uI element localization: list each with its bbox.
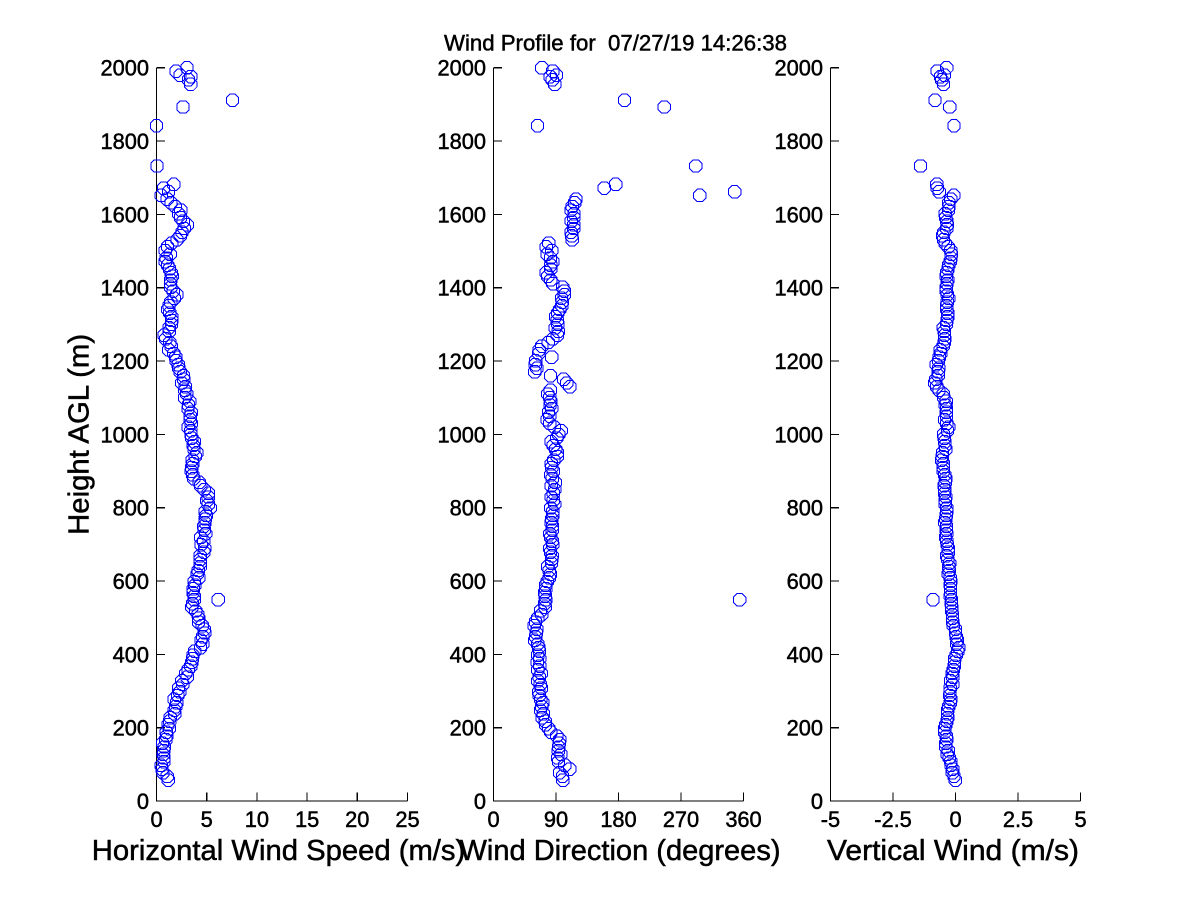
svg-text:1600: 1600 (101, 202, 150, 227)
svg-text:5: 5 (1074, 807, 1086, 832)
svg-text:15: 15 (295, 807, 319, 832)
svg-text:-5: -5 (821, 807, 840, 832)
svg-text:Wind Direction (degrees): Wind Direction (degrees) (460, 835, 781, 867)
svg-text:600: 600 (450, 569, 486, 594)
svg-text:25: 25 (395, 807, 419, 832)
svg-text:0: 0 (137, 789, 149, 814)
svg-text:1600: 1600 (775, 202, 824, 227)
svg-text:2000: 2000 (438, 56, 487, 81)
svg-text:400: 400 (113, 642, 149, 667)
svg-text:800: 800 (113, 496, 149, 521)
svg-text:5: 5 (201, 807, 213, 832)
svg-text:Height AGL (m): Height AGL (m) (63, 334, 95, 535)
svg-text:600: 600 (787, 569, 823, 594)
svg-text:0: 0 (811, 789, 823, 814)
svg-text:10: 10 (245, 807, 269, 832)
svg-text:1000: 1000 (101, 422, 150, 447)
svg-text:180: 180 (600, 807, 636, 832)
svg-text:200: 200 (113, 716, 149, 741)
svg-text:270: 270 (663, 807, 699, 832)
svg-text:800: 800 (450, 496, 486, 521)
svg-text:1400: 1400 (775, 276, 824, 301)
svg-text:1800: 1800 (775, 129, 824, 154)
svg-text:1200: 1200 (101, 349, 150, 374)
svg-text:1000: 1000 (438, 422, 487, 447)
svg-text:0: 0 (150, 807, 162, 832)
svg-text:Wind Profile for 07/27/19 14:: Wind Profile for 07/27/19 14:26:38 (444, 31, 787, 56)
svg-text:2.5: 2.5 (1003, 807, 1033, 832)
svg-text:0: 0 (949, 807, 961, 832)
svg-text:1000: 1000 (775, 422, 824, 447)
svg-text:1600: 1600 (438, 202, 487, 227)
svg-text:-2.5: -2.5 (874, 807, 912, 832)
svg-text:800: 800 (787, 496, 823, 521)
svg-text:1400: 1400 (101, 276, 150, 301)
svg-text:0: 0 (487, 807, 499, 832)
svg-text:360: 360 (725, 807, 761, 832)
svg-text:200: 200 (787, 716, 823, 741)
svg-text:90: 90 (544, 807, 568, 832)
svg-text:Horizontal Wind Speed (m/s): Horizontal Wind Speed (m/s) (92, 835, 465, 867)
svg-text:Vertical Wind (m/s): Vertical Wind (m/s) (827, 835, 1079, 867)
svg-text:2000: 2000 (775, 56, 824, 81)
svg-text:1200: 1200 (438, 349, 487, 374)
svg-text:2000: 2000 (101, 56, 150, 81)
svg-text:200: 200 (450, 716, 486, 741)
svg-text:1800: 1800 (101, 129, 150, 154)
svg-text:1200: 1200 (775, 349, 824, 374)
svg-text:400: 400 (787, 642, 823, 667)
svg-text:600: 600 (113, 569, 149, 594)
svg-text:20: 20 (345, 807, 369, 832)
svg-text:1400: 1400 (438, 276, 487, 301)
svg-text:0: 0 (474, 789, 486, 814)
svg-text:1800: 1800 (438, 129, 487, 154)
svg-text:400: 400 (450, 642, 486, 667)
